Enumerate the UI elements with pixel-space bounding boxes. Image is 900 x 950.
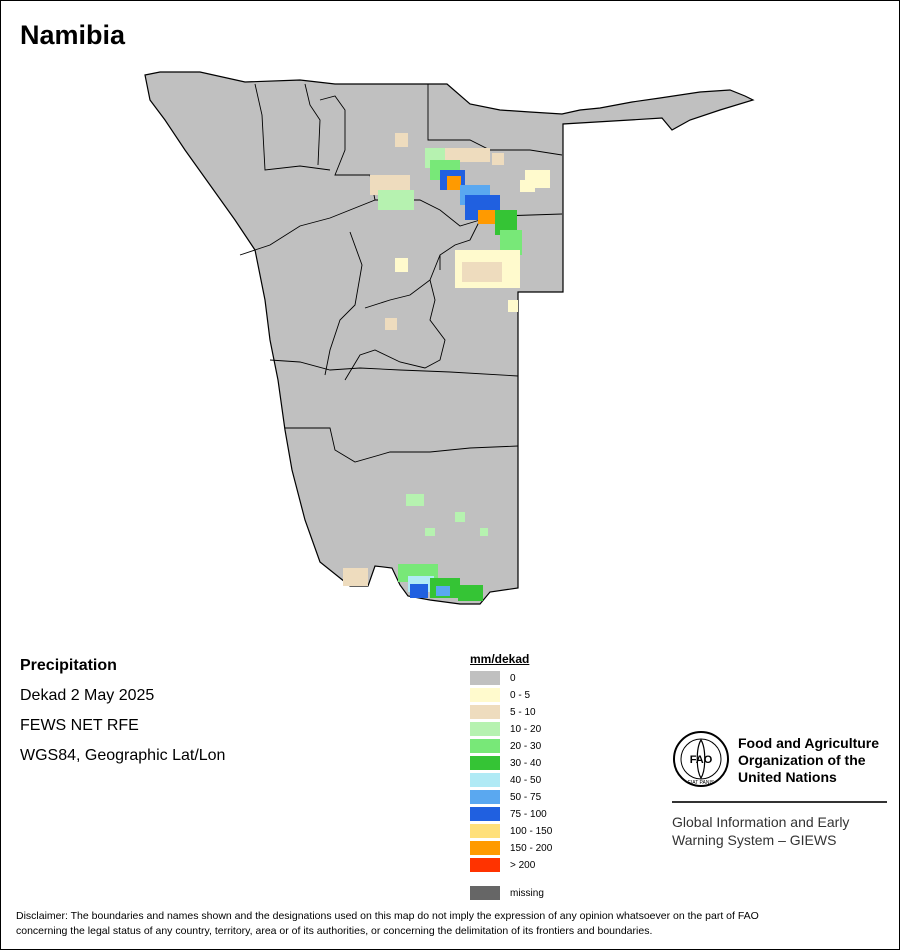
legend-item: 100 - 150 [470,824,552,838]
legend-label: 30 - 40 [510,757,542,769]
legend-swatch [470,773,500,787]
legend-label: 40 - 50 [510,774,542,786]
giews-name: Global Information and Early Warning Sys… [672,813,849,849]
disclaimer-line1: Disclaimer: The boundaries and names sho… [16,910,759,922]
legend-label: 75 - 100 [510,808,547,820]
legend-label: 100 - 150 [510,825,553,837]
legend-label: missing [510,887,544,899]
legend-item: 5 - 10 [470,705,536,719]
legend-swatch [470,756,500,770]
legend-item: > 200 [470,858,535,872]
legend-swatch [470,739,500,753]
period-label: Dekad 2 May 2025 [20,687,155,704]
fao-name: Food and Agriculture Organization of the… [738,735,879,786]
projection-label: WGS84, Geographic Lat/Lon [20,747,226,764]
giews-line1: Global Information and Early [672,814,850,830]
legend-item: missing [470,886,544,900]
legend-swatch [470,671,500,685]
legend-swatch [470,858,500,872]
variable-label: Precipitation [20,657,117,674]
fao-mark-text: FAO [690,754,713,766]
giews-line2: Warning System – GIEWS [672,832,837,848]
legend-label: 150 - 200 [510,842,553,854]
legend-item: 50 - 75 [470,790,541,804]
fao-motto: FIAT PANIS [688,780,715,786]
map-title: Namibia [20,20,126,50]
legend-item: 150 - 200 [470,841,552,855]
legend-swatch [470,688,500,702]
rainfall-cells [343,133,550,601]
disclaimer-line2: concerning the legal status of any count… [16,925,653,937]
legend-item: 30 - 40 [470,756,541,770]
legend-swatch [470,705,500,719]
legend-item: 0 - 5 [470,688,530,702]
legend-item: 20 - 30 [470,739,541,753]
legend-swatch [470,790,500,804]
fao-name-line2: Organization of the [738,752,866,768]
legend-swatch [470,722,500,736]
disclaimer: Disclaimer: The boundaries and names sho… [16,909,886,939]
source-label: FEWS NET RFE [20,717,139,734]
legend-item: 10 - 20 [470,722,541,736]
legend-label: 50 - 75 [510,791,542,803]
legend-label: > 200 [510,859,536,871]
namibia-map [144,71,755,605]
legend-item: 40 - 50 [470,773,541,787]
legend-label: 20 - 30 [510,740,542,752]
legend-swatch [470,841,500,855]
country-shape [144,71,755,605]
legend-label: 5 - 10 [510,706,536,718]
legend-label: 10 - 20 [510,723,542,735]
fao-name-line1: Food and Agriculture [738,735,880,751]
admin-boundaries [239,83,563,463]
legend-label: 0 [510,672,516,684]
fao-logo-icon: FAO FIAT PANIS [673,731,729,787]
legend-label: 0 - 5 [510,689,531,701]
legend-item: 75 - 100 [470,807,547,821]
logo-divider [672,801,887,803]
legend-swatch [470,886,500,900]
legend-item: 0 [470,671,516,685]
legend-swatch [470,807,500,821]
legend-title: mm/dekad [470,652,530,666]
legend-swatch [470,824,500,838]
fao-name-line3: United Nations [738,769,837,785]
